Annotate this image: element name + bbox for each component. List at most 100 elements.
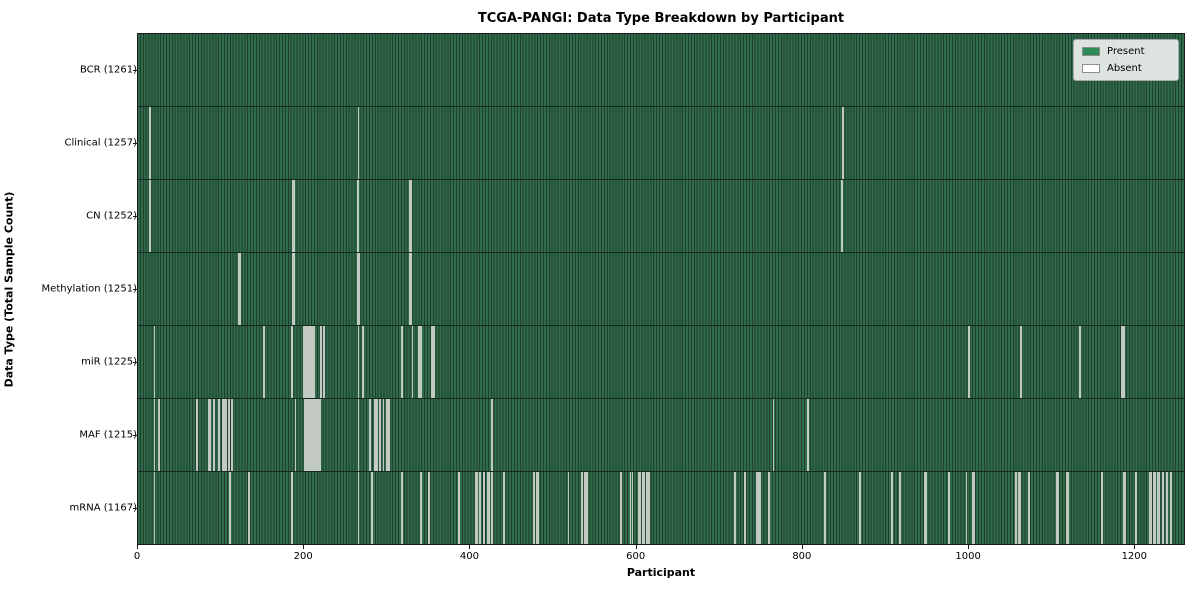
absent-mark xyxy=(1165,472,1168,544)
absent-mark xyxy=(357,253,360,325)
absent-mark xyxy=(474,472,477,544)
absent-mark xyxy=(149,107,152,179)
x-tick-mark xyxy=(635,545,637,549)
absent-mark xyxy=(1123,326,1126,398)
absent-mark xyxy=(149,180,152,252)
absent-mark xyxy=(756,472,759,544)
x-axis-label: Participant xyxy=(626,566,696,579)
x-tick-label: 600 xyxy=(626,551,646,562)
heatmap-row-cn xyxy=(138,179,1184,252)
absent-mark xyxy=(479,472,482,544)
absent-mark xyxy=(757,472,760,544)
absent-mark xyxy=(230,399,233,471)
absent-mark xyxy=(619,472,622,544)
absent-mark xyxy=(307,326,309,398)
absent-mark xyxy=(772,399,775,471)
absent-mark xyxy=(767,472,770,544)
absent-mark xyxy=(153,399,156,471)
absent-mark xyxy=(823,472,826,544)
absent-mark xyxy=(420,472,422,544)
y-tick-mark xyxy=(133,289,137,290)
absent-mark xyxy=(1066,472,1068,544)
absent-mark xyxy=(207,399,210,471)
y-tick-mark xyxy=(133,69,137,71)
absent-mark xyxy=(357,472,360,544)
legend-entry-present: Present xyxy=(1082,46,1170,57)
absent-mark xyxy=(400,472,403,544)
absent-mark xyxy=(1135,472,1137,544)
absent-mark xyxy=(891,472,893,544)
absent-mark xyxy=(1079,326,1082,398)
absent-mark xyxy=(1014,472,1017,544)
absent-mark xyxy=(580,472,583,544)
x-tick-label: 0 xyxy=(133,551,141,562)
absent-mark xyxy=(248,472,250,544)
absent-mark xyxy=(304,326,307,398)
absent-mark xyxy=(806,399,809,471)
heatmap-row-methylation xyxy=(138,252,1184,325)
absent-mark xyxy=(631,472,634,544)
absent-mark xyxy=(410,253,413,325)
absent-mark xyxy=(1018,472,1020,544)
x-tick-mark xyxy=(137,545,138,549)
absent-mark xyxy=(356,253,359,325)
absent-mark xyxy=(400,326,403,398)
absent-mark xyxy=(1135,472,1138,544)
absent-mark xyxy=(899,472,902,544)
absent-mark xyxy=(1122,326,1125,398)
absent-mark xyxy=(303,399,306,471)
absent-mark xyxy=(487,472,489,544)
absent-mark xyxy=(382,399,385,471)
absent-mark xyxy=(238,253,240,325)
absent-mark xyxy=(648,472,650,544)
absent-mark xyxy=(313,326,315,398)
absent-mark xyxy=(1170,472,1173,544)
absent-mark xyxy=(768,472,770,544)
absent-mark xyxy=(430,326,433,398)
absent-mark xyxy=(744,472,746,544)
absent-mark xyxy=(1161,472,1164,544)
absent-mark xyxy=(1162,472,1165,544)
absent-mark xyxy=(647,472,649,544)
absent-mark xyxy=(307,399,309,471)
x-tick-label: 400 xyxy=(459,551,479,562)
absent-mark xyxy=(639,472,641,544)
absent-mark xyxy=(483,472,486,544)
absent-mark xyxy=(1149,472,1152,544)
absent-mark xyxy=(357,107,360,179)
absent-mark xyxy=(196,399,198,471)
y-tick-label-mir: miR (1225) xyxy=(81,356,137,368)
absent-mark xyxy=(291,472,294,544)
absent-mark xyxy=(357,399,360,471)
absent-mark xyxy=(153,326,156,398)
absent-mark xyxy=(585,472,588,544)
absent-mark xyxy=(320,326,323,398)
absent-mark xyxy=(948,472,951,544)
absent-mark xyxy=(304,399,307,471)
absent-mark xyxy=(374,399,376,471)
absent-mark xyxy=(1101,472,1103,544)
absent-mark xyxy=(316,399,318,471)
absent-mark xyxy=(221,399,224,471)
y-tick-label-cn: CN (1252) xyxy=(86,210,137,222)
y-tick-mark xyxy=(133,362,137,364)
absent-mark xyxy=(431,326,434,398)
y-tick-label-maf: MAF (1215) xyxy=(79,429,137,441)
absent-mark xyxy=(475,472,478,544)
absent-mark xyxy=(1123,472,1126,544)
chart-title: TCGA-PANGI: Data Type Breakdown by Parti… xyxy=(477,11,845,26)
absent-mark xyxy=(309,399,312,471)
absent-mark xyxy=(227,399,230,471)
absent-mark xyxy=(807,399,809,471)
absent-mark xyxy=(309,326,312,398)
absent-mark xyxy=(410,180,412,252)
absent-mark xyxy=(1057,472,1059,544)
absent-mark xyxy=(222,399,225,471)
absent-mark xyxy=(433,326,435,398)
absent-mark xyxy=(376,399,378,471)
absent-mark xyxy=(972,472,975,544)
absent-mark xyxy=(409,253,411,325)
absent-mark xyxy=(643,472,645,544)
absent-mark xyxy=(1158,472,1160,544)
x-tick-label: 800 xyxy=(792,551,812,562)
